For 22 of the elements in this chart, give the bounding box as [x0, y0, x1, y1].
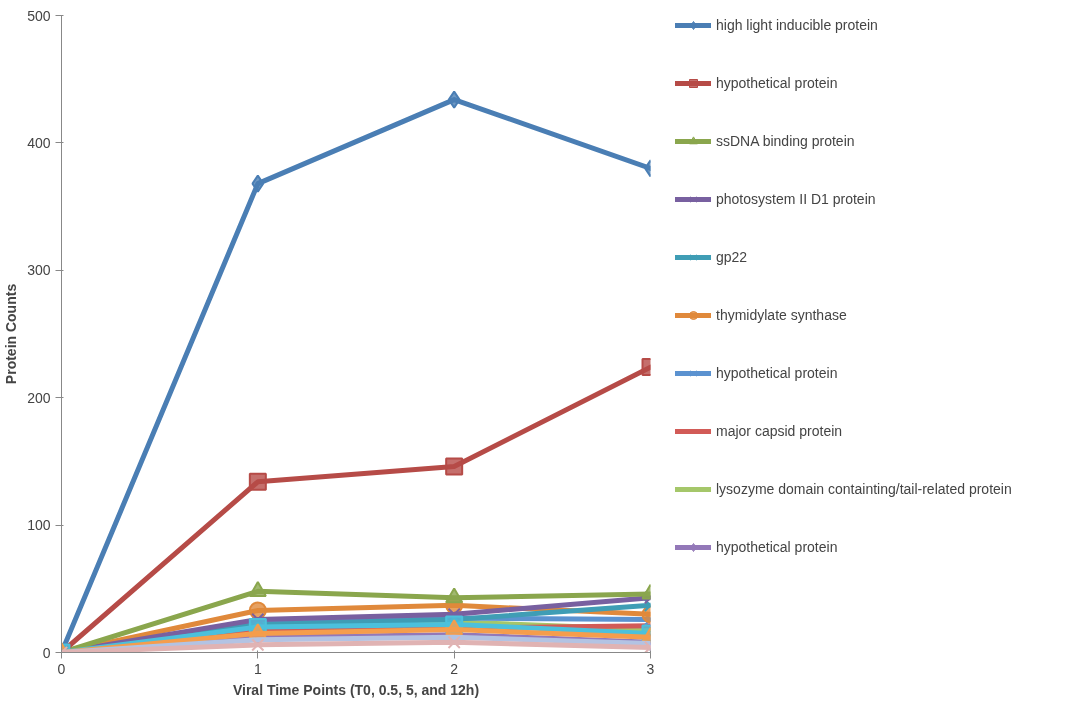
- y-tick-label: 400: [27, 134, 51, 151]
- legend-label: photosystem II D1 protein: [716, 190, 876, 209]
- legend-label: lysozyme domain containting/tail-related protein: [716, 480, 1012, 499]
- legend-label: gp22: [716, 248, 748, 267]
- legend-label: major capsid protein: [716, 422, 843, 441]
- legend-label: ssDNA binding protein: [716, 132, 855, 151]
- y-tick-label: 200: [27, 389, 51, 406]
- y-tick-label: 100: [27, 517, 51, 534]
- legend-label: hypothetical protein: [716, 74, 838, 93]
- legend-label: thymidylate synthase: [716, 306, 847, 325]
- y-tick-label: 0: [42, 644, 51, 661]
- y-tick-label: 500: [27, 7, 51, 24]
- y-tick-label: 300: [27, 262, 51, 279]
- x-tick-label: 0: [57, 660, 66, 677]
- legend-label: hypothetical protein: [716, 538, 838, 557]
- legend-label: hypothetical protein: [716, 364, 838, 383]
- y-axis-title: Protein Counts: [3, 283, 20, 385]
- x-tick-label: 1: [253, 660, 262, 677]
- x-tick-label: 2: [450, 660, 459, 677]
- legend-label: high light inducible protein: [716, 16, 878, 35]
- x-tick-label: 3: [646, 660, 655, 677]
- x-axis-title: Viral Time Points (T0, 0.5, 5, and 12h): [232, 681, 480, 698]
